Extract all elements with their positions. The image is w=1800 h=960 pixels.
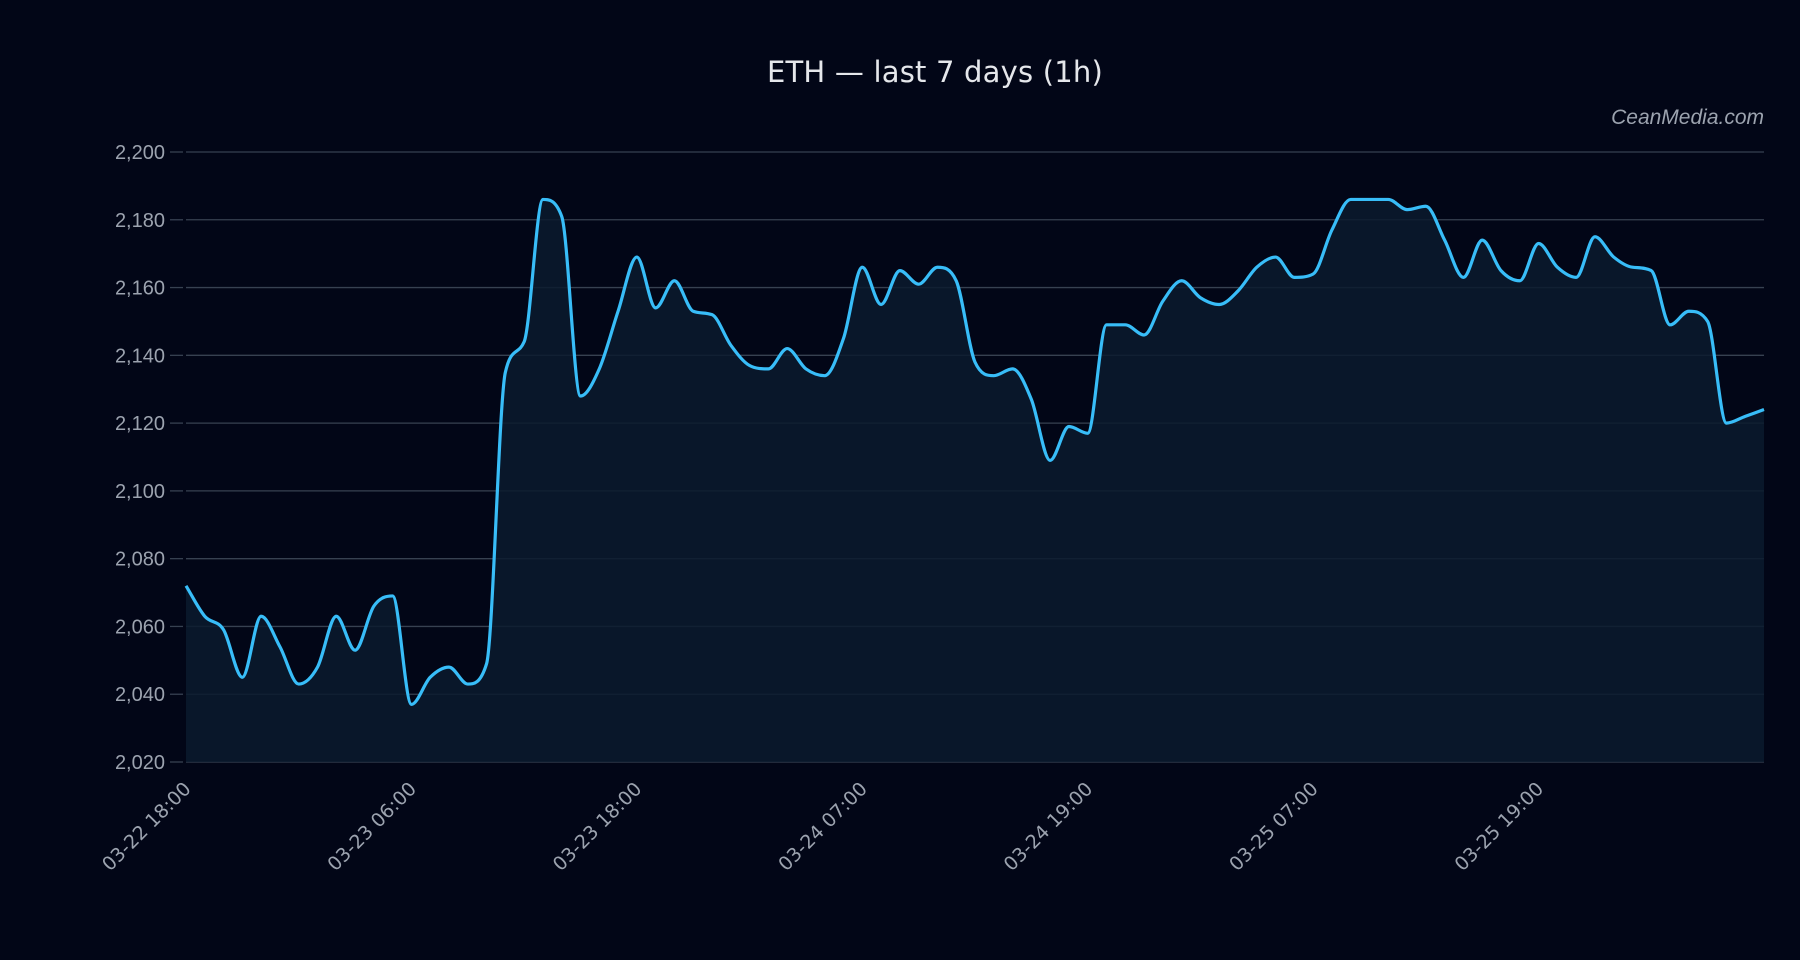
x-tick-label: 03-23 18:00 [549,778,647,876]
watermark: CeanMedia.com [1611,106,1764,129]
y-tick-label: 2,060 [115,616,165,638]
x-tick-label: 03-22 18:00 [98,778,196,876]
price-line [184,197,1765,706]
y-tick-label: 2,100 [115,481,165,503]
y-tick-label: 2,140 [115,345,165,367]
y-tick-label: 2,040 [115,684,165,706]
x-tick-label: 03-25 07:00 [1225,778,1323,876]
y-tick-label: 2,160 [115,278,165,300]
x-tick-label: 03-23 06:00 [323,778,421,876]
chart-title: ETH — last 7 days (1h) [766,55,1103,89]
x-tick-label: 03-24 07:00 [774,778,872,876]
area-fill [186,199,1764,762]
y-tick-label: 2,120 [115,413,165,435]
x-tick-label: 03-24 19:00 [1000,778,1098,876]
y-tick-label: 2,020 [115,752,165,774]
y-tick-label: 2,180 [115,210,165,232]
x-axis: 03-22 18:00 03-23 06:00 03-23 18:00 03-24 0… [98,778,1548,876]
y-axis: 2,020 2,040 2,060 2,080 2,100 2,120 2,140 2,160… [115,142,183,774]
x-tick-label: 03-25 19:00 [1451,778,1549,876]
y-tick-label: 2,080 [115,549,165,571]
y-tick-label: 2,200 [115,142,165,164]
